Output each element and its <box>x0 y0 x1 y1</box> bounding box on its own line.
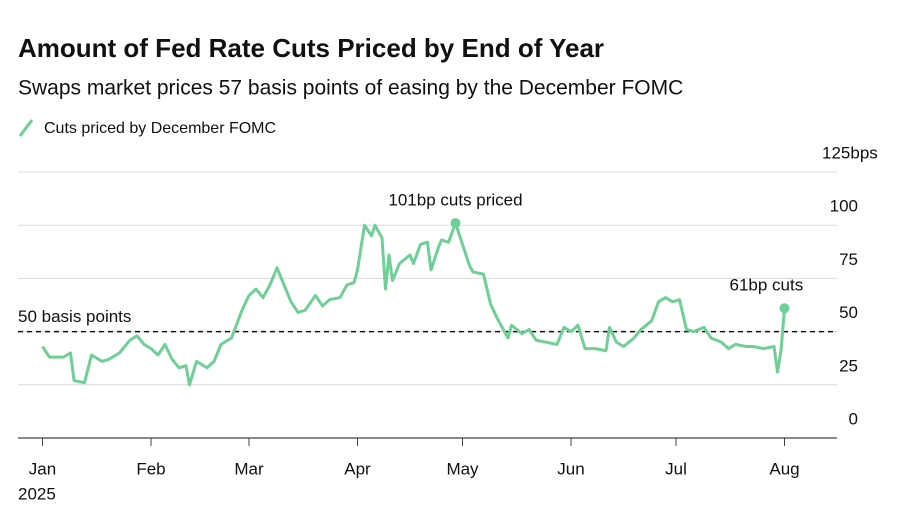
annotation-dot <box>450 218 461 229</box>
reference-label: 50 basis points <box>18 307 131 326</box>
x-tick-label: Feb <box>136 459 165 478</box>
y-tick-label: 0 <box>849 409 858 428</box>
y-tick-label: 25 <box>839 356 858 375</box>
x-tick-label: Aug <box>769 459 799 478</box>
y-tick-label: 100 <box>830 197 858 216</box>
legend-swatch <box>18 119 34 137</box>
annotation: 101bp cuts priced <box>388 191 522 210</box>
x-tick-label: Mar <box>234 459 264 478</box>
year-label: 2025 <box>18 484 56 503</box>
chart-subtitle: Swaps market prices 57 basis points of e… <box>18 77 683 100</box>
y-tick-label: 75 <box>839 250 858 269</box>
x-tick-label: Jul <box>665 459 687 478</box>
annotation-dot <box>779 303 790 314</box>
y-tick-label: 50 <box>839 303 858 322</box>
annotation: 61bp cuts <box>730 276 804 295</box>
chart-title: Amount of Fed Rate Cuts Priced by End of… <box>18 33 604 63</box>
legend-label: Cuts priced by December FOMC <box>44 120 276 137</box>
x-tick-label: Jan <box>29 459 56 478</box>
x-tick-label: May <box>446 459 479 478</box>
line-series <box>41 221 786 387</box>
x-tick-label: Apr <box>344 459 371 478</box>
x-tick-label: Jun <box>557 459 584 478</box>
y-tick-label: 125bps <box>822 143 878 162</box>
